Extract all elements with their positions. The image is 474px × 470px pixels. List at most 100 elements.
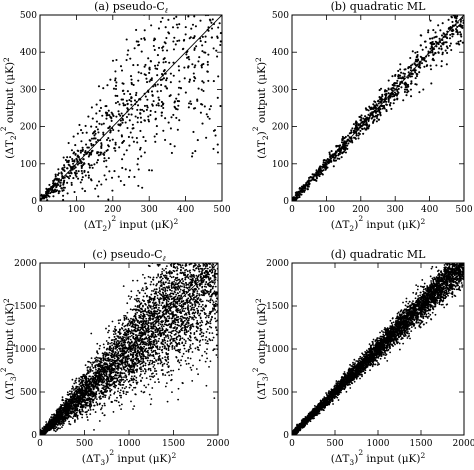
point (211, 8, 213, 10)
point (52, 180, 55, 183)
point (143, 104, 147, 107)
point (145, 81, 149, 84)
point (215, 227, 217, 229)
point (377, 118, 381, 121)
point (167, 121, 170, 124)
point (201, 218, 203, 220)
point (129, 348, 131, 351)
point (195, 316, 197, 319)
point (143, 73, 146, 76)
point (142, 110, 145, 113)
point (205, 384, 208, 387)
point (175, 97, 178, 100)
point (157, 324, 160, 327)
point (186, 274, 189, 277)
point (184, 33, 187, 36)
point (156, 90, 159, 93)
point (149, 375, 151, 378)
point (336, 144, 340, 147)
point (459, 39, 462, 43)
point (215, 326, 217, 329)
point (414, 71, 417, 74)
point (84, 124, 87, 127)
point (176, 266, 178, 268)
point (445, 45, 448, 48)
point (105, 178, 108, 181)
point (105, 117, 108, 120)
point (394, 74, 397, 77)
point (172, 311, 175, 313)
point (126, 126, 129, 130)
point (189, 278, 192, 281)
point (133, 386, 135, 389)
point (147, 275, 150, 278)
point (178, 335, 181, 337)
point (399, 68, 402, 71)
point (188, 80, 191, 83)
point (216, 303, 218, 306)
point (153, 48, 156, 52)
point (188, 78, 192, 81)
point (134, 115, 137, 118)
point (114, 345, 117, 348)
point (206, 60, 209, 63)
point (428, 37, 432, 40)
point (208, 117, 211, 120)
point (175, 330, 178, 333)
point (396, 79, 399, 82)
point (103, 174, 106, 177)
point (199, 252, 201, 254)
point (158, 306, 160, 309)
point (196, 242, 198, 244)
point (323, 166, 326, 169)
point (98, 347, 101, 350)
point (194, 258, 196, 260)
point (150, 280, 153, 283)
point (442, 41, 446, 44)
point (423, 40, 427, 43)
point (160, 111, 163, 114)
panel-title-text: (b) quadratic ML (331, 0, 427, 13)
point (205, 331, 208, 333)
point (187, 257, 189, 259)
point (198, 219, 200, 221)
point (156, 297, 159, 300)
point (209, 266, 211, 269)
point (187, 65, 190, 68)
point (200, 244, 202, 246)
point (150, 77, 153, 80)
point (139, 363, 142, 366)
point (194, 25, 197, 28)
point (113, 147, 116, 150)
x-axis-label-b-prefix: (ΔT (331, 219, 350, 231)
x-axis-label-b: (ΔT2)2 input (μK)2 (331, 214, 426, 233)
point (104, 394, 107, 397)
point (167, 349, 170, 351)
point (157, 104, 160, 107)
point (197, 323, 199, 326)
point (72, 411, 75, 414)
y-tick-label: 0 (283, 197, 289, 207)
point (127, 113, 130, 116)
point (429, 68, 433, 71)
point (215, 236, 217, 238)
point (180, 259, 182, 261)
point (130, 96, 133, 99)
point (372, 119, 375, 122)
point (377, 102, 380, 105)
point (144, 139, 147, 143)
point (89, 409, 92, 411)
point (201, 354, 204, 357)
point (209, 295, 211, 298)
point (179, 348, 182, 351)
point (142, 289, 145, 292)
point (402, 99, 405, 102)
point (81, 146, 84, 149)
point (189, 344, 192, 346)
point (170, 336, 173, 338)
point (160, 304, 163, 307)
point (196, 212, 198, 214)
point (110, 342, 113, 344)
point (141, 377, 144, 379)
